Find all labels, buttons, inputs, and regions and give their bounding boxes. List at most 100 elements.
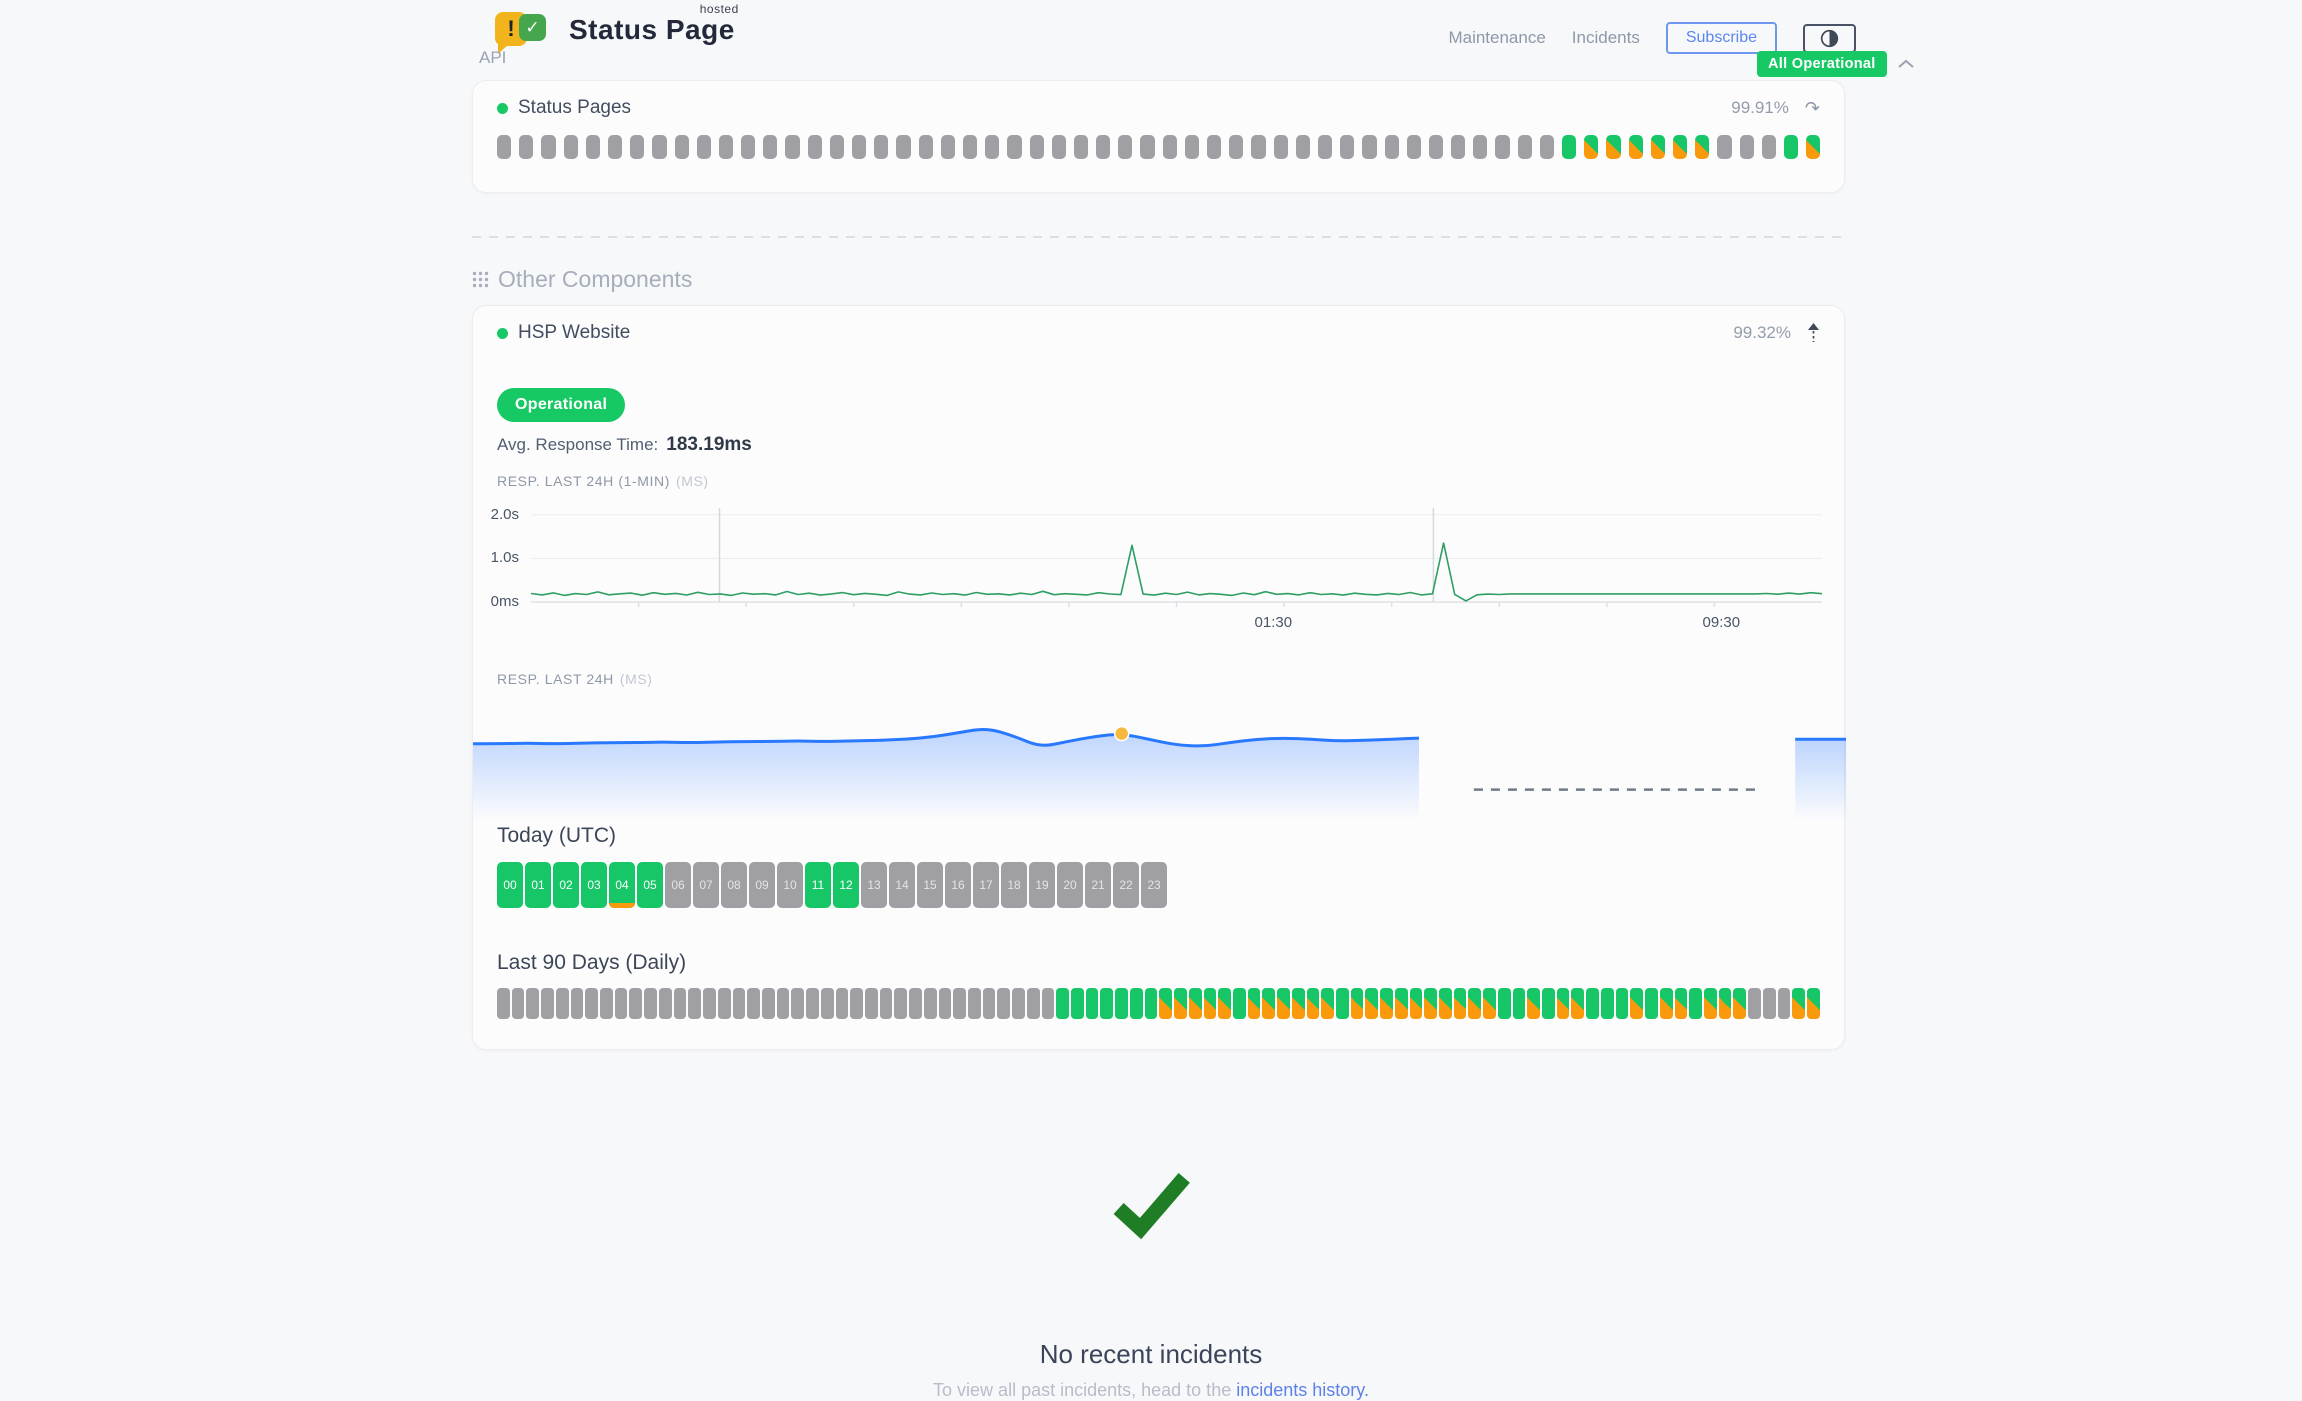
uptime-bar[interactable]: [1029, 135, 1044, 159]
uptime-bar[interactable]: [1556, 988, 1570, 1019]
uptime-bar[interactable]: [732, 988, 746, 1019]
uptime-bar[interactable]: [1129, 988, 1143, 1019]
uptime-bar[interactable]: [673, 988, 687, 1019]
uptime-bar[interactable]: [968, 988, 981, 1019]
uptime-bar[interactable]: [741, 135, 756, 159]
uptime-bar[interactable]: [1071, 988, 1084, 1019]
uptime-bar[interactable]: [1762, 988, 1776, 1019]
uptime-bar[interactable]: [1695, 135, 1710, 159]
hour-block[interactable]: 02: [553, 862, 579, 908]
uptime-bar[interactable]: [607, 135, 623, 159]
uptime-bar[interactable]: [1451, 135, 1466, 159]
hour-block[interactable]: 17: [973, 862, 999, 908]
uptime-bar[interactable]: [938, 988, 952, 1019]
uptime-bar[interactable]: [717, 988, 731, 1019]
uptime-bar[interactable]: [1115, 988, 1128, 1019]
hour-block[interactable]: 13: [861, 862, 887, 908]
theme-toggle-button[interactable]: [1803, 23, 1856, 53]
uptime-bar[interactable]: [1056, 988, 1070, 1019]
uptime-bar[interactable]: [1144, 988, 1158, 1019]
uptime-bar[interactable]: [570, 988, 584, 1019]
uptime-bar[interactable]: [852, 135, 867, 159]
uptime-bar[interactable]: [807, 135, 822, 159]
uptime-bar[interactable]: [1262, 988, 1276, 1019]
hour-block[interactable]: 10: [777, 862, 803, 908]
uptime-bar[interactable]: [1615, 988, 1629, 1019]
uptime-bar[interactable]: [630, 135, 645, 159]
uptime-bar[interactable]: [1672, 135, 1688, 159]
uptime-bar[interactable]: [1251, 135, 1266, 159]
uptime-bar[interactable]: [1229, 135, 1244, 159]
uptime-bar[interactable]: [1203, 988, 1217, 1019]
uptime-bar[interactable]: [644, 988, 657, 1019]
uptime-bar[interactable]: [718, 135, 734, 159]
uptime-bar[interactable]: [982, 988, 996, 1019]
uptime-bar[interactable]: [1606, 135, 1621, 159]
uptime-bar[interactable]: [1439, 988, 1452, 1019]
uptime-bar[interactable]: [658, 988, 672, 1019]
uptime-bar[interactable]: [1051, 135, 1066, 159]
hour-block[interactable]: 18: [1001, 862, 1027, 908]
uptime-bar[interactable]: [747, 988, 760, 1019]
uptime-bar[interactable]: [1085, 988, 1099, 1019]
uptime-bar[interactable]: [879, 988, 893, 1019]
subscribe-button[interactable]: Subscribe: [1665, 22, 1777, 54]
uptime-bar[interactable]: [1162, 135, 1177, 159]
uptime-bar[interactable]: [1174, 988, 1187, 1019]
uptime-bar[interactable]: [1100, 988, 1114, 1019]
uptime-bar[interactable]: [1424, 988, 1437, 1019]
uptime-bar[interactable]: [820, 988, 834, 1019]
hour-block[interactable]: 06: [665, 862, 691, 908]
uptime-bar[interactable]: [1761, 135, 1776, 159]
uptime-bar[interactable]: [511, 988, 525, 1019]
uptime-bar[interactable]: [1350, 988, 1364, 1019]
uptime-bar[interactable]: [896, 135, 911, 159]
uptime-bar[interactable]: [1739, 135, 1754, 159]
uptime-bar[interactable]: [829, 135, 844, 159]
uptime-bar[interactable]: [1277, 988, 1290, 1019]
uptime-bar[interactable]: [688, 988, 702, 1019]
uptime-bar[interactable]: [1645, 988, 1658, 1019]
hour-block[interactable]: 11: [805, 862, 831, 908]
uptime-bar[interactable]: [1783, 135, 1799, 159]
hour-block[interactable]: 22: [1113, 862, 1139, 908]
uptime-bar[interactable]: [1806, 135, 1821, 159]
uptime-bar[interactable]: [497, 135, 512, 159]
uptime-bar[interactable]: [629, 988, 643, 1019]
uptime-bar[interactable]: [1073, 135, 1089, 159]
uptime-bar[interactable]: [1512, 988, 1526, 1019]
uptime-bar[interactable]: [918, 135, 933, 159]
hour-block[interactable]: 07: [693, 862, 719, 908]
uptime-bar[interactable]: [997, 988, 1011, 1019]
uptime-bar[interactable]: [585, 988, 599, 1019]
uptime-bar[interactable]: [1159, 988, 1173, 1019]
uptime-bar[interactable]: [1321, 988, 1334, 1019]
uptime-bar[interactable]: [894, 988, 908, 1019]
hour-block[interactable]: 16: [945, 862, 971, 908]
uptime-bar[interactable]: [1188, 988, 1202, 1019]
uptime-bar[interactable]: [541, 135, 556, 159]
uptime-bar[interactable]: [563, 135, 578, 159]
uptime-bar[interactable]: [1674, 988, 1688, 1019]
uptime-bar[interactable]: [1495, 135, 1510, 159]
hour-block[interactable]: 14: [889, 862, 915, 908]
uptime-bar[interactable]: [1335, 988, 1349, 1019]
uptime-bar[interactable]: [1717, 135, 1732, 159]
uptime-bar[interactable]: [1012, 988, 1025, 1019]
uptime-bar[interactable]: [1497, 988, 1511, 1019]
hour-block[interactable]: 21: [1085, 862, 1111, 908]
uptime-bar[interactable]: [1184, 135, 1199, 159]
uptime-bar[interactable]: [1539, 135, 1554, 159]
uptime-bar[interactable]: [497, 988, 510, 1019]
hour-block[interactable]: 00: [497, 862, 523, 908]
uptime-bar[interactable]: [1468, 988, 1482, 1019]
uptime-bar[interactable]: [1517, 135, 1532, 159]
hour-block[interactable]: 15: [917, 862, 943, 908]
hour-block[interactable]: 20: [1057, 862, 1083, 908]
uptime-bar[interactable]: [874, 135, 889, 159]
nav-incidents[interactable]: Incidents: [1571, 28, 1640, 47]
refresh-icon[interactable]: ↷: [1804, 97, 1820, 118]
uptime-bar[interactable]: [953, 988, 966, 1019]
hour-block[interactable]: 04: [609, 862, 635, 908]
uptime-bar[interactable]: [1207, 135, 1222, 159]
